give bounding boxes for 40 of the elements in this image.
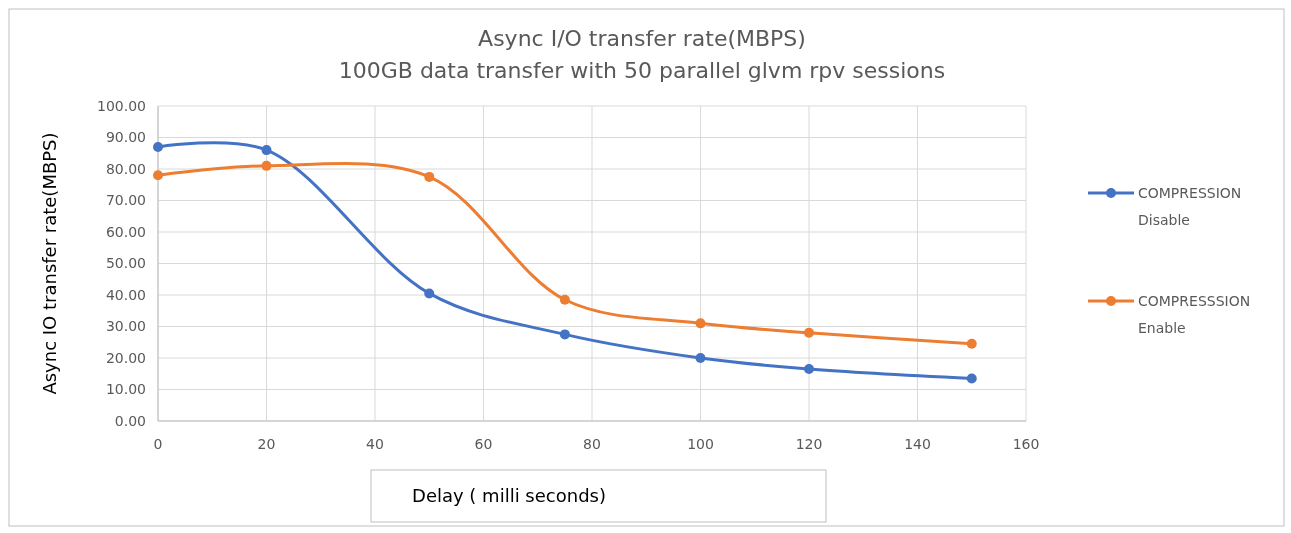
- point: [424, 171, 435, 182]
- x-tick-label: 60: [474, 436, 493, 452]
- x-tick-label: 140: [904, 436, 931, 452]
- y-tick-label: 50.00: [105, 255, 146, 272]
- point: [559, 329, 570, 340]
- x-tick-label: 20: [257, 436, 276, 452]
- point: [424, 288, 435, 299]
- point: [559, 294, 570, 305]
- chart-subtitle: 100GB data transfer with 50 parallel glvm rpv sessions: [338, 58, 946, 83]
- x-axis-title: Delay ( milli seconds): [412, 485, 606, 506]
- y-tick-label: 40.00: [105, 286, 146, 303]
- point: [804, 327, 814, 338]
- y-tick-label: 70.00: [105, 192, 146, 209]
- x-tick-label: 80: [583, 436, 601, 452]
- y-tick-label: 10.00: [105, 381, 146, 398]
- chart-title: Async I/O transfer rate(MBPS): [478, 26, 806, 51]
- point: [966, 373, 977, 384]
- x-tick-label: 120: [795, 436, 823, 452]
- point: [804, 364, 814, 375]
- y-tick-label: 90.00: [105, 129, 146, 146]
- x-tick-label: 40: [366, 436, 384, 452]
- point: [695, 318, 706, 329]
- y-tick-label: 100.00: [97, 97, 146, 114]
- point: [153, 170, 163, 181]
- y-tick-label: 0.00: [114, 412, 146, 429]
- point: [153, 141, 163, 152]
- y-tick-label: 20.00: [105, 349, 146, 366]
- x-tick-label: 0: [153, 436, 163, 452]
- y-axis-title: Async IO transfer rate(MBPS): [39, 132, 60, 395]
- y-tick-label: 80.00: [105, 160, 146, 177]
- x-tick-label: 100: [687, 436, 714, 452]
- point: [695, 353, 706, 363]
- point: [966, 338, 977, 349]
- y-tick-label: 30.00: [105, 318, 146, 335]
- point: [261, 160, 272, 171]
- point: [261, 145, 272, 156]
- y-tick-label: 60.00: [105, 223, 146, 240]
- legend-label: COMPRESSION Disable: [1138, 184, 1242, 228]
- x-tick-label: 160: [1012, 436, 1040, 452]
- legend-label: COMPRESSSION Enable: [1138, 292, 1251, 336]
